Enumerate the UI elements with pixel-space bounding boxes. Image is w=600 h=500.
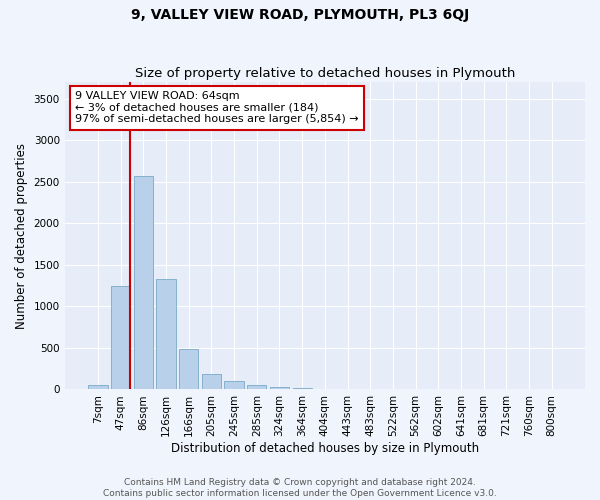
Bar	[179, 348, 199, 390]
Bar	[315, 389, 334, 390]
Text: 9 VALLEY VIEW ROAD: 64sqm
← 3% of detached houses are smaller (184)
97% of semi-: 9 VALLEY VIEW ROAD: 64sqm ← 3% of detach…	[75, 92, 359, 124]
Text: Contains HM Land Registry data © Crown copyright and database right 2024.
Contai: Contains HM Land Registry data © Crown c…	[103, 478, 497, 498]
Bar	[293, 388, 312, 390]
Bar	[134, 176, 153, 390]
Bar	[111, 286, 130, 390]
X-axis label: Distribution of detached houses by size in Plymouth: Distribution of detached houses by size …	[171, 442, 479, 455]
Bar	[202, 374, 221, 390]
Bar	[247, 385, 266, 390]
Y-axis label: Number of detached properties: Number of detached properties	[15, 143, 28, 329]
Bar	[270, 387, 289, 390]
Bar	[88, 386, 107, 390]
Title: Size of property relative to detached houses in Plymouth: Size of property relative to detached ho…	[134, 66, 515, 80]
Bar	[224, 380, 244, 390]
Bar	[157, 279, 176, 390]
Text: 9, VALLEY VIEW ROAD, PLYMOUTH, PL3 6QJ: 9, VALLEY VIEW ROAD, PLYMOUTH, PL3 6QJ	[131, 8, 469, 22]
